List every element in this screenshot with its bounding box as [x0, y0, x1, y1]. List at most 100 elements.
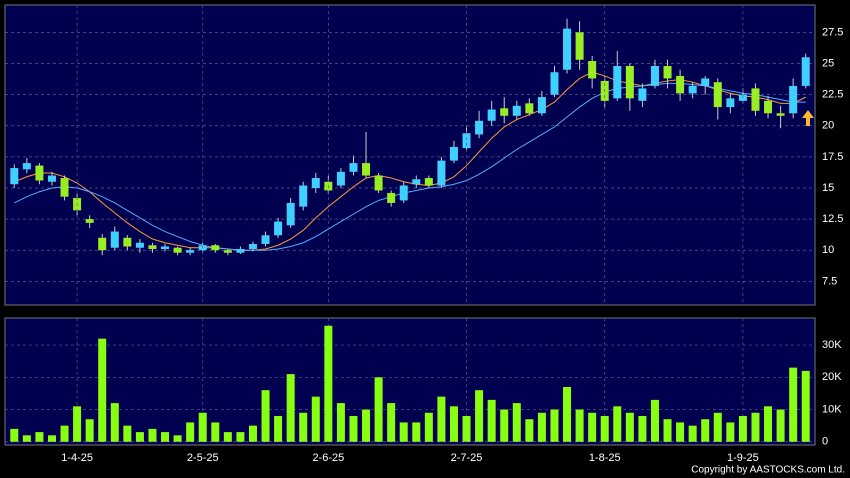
candle-body — [500, 108, 509, 116]
volume-bar — [110, 403, 119, 442]
volume-bar — [512, 403, 521, 442]
candle-body — [135, 242, 144, 248]
candle-body — [399, 185, 408, 201]
candle-body — [475, 120, 484, 135]
volume-bar — [236, 432, 245, 442]
volume-bar — [600, 415, 609, 442]
volume-bar — [537, 412, 546, 442]
x-tick-label: 2-5-25 — [187, 452, 219, 464]
volume-bar — [186, 422, 195, 442]
candle-body — [387, 192, 396, 203]
volume-bar — [575, 409, 584, 442]
volume-bar — [349, 415, 358, 442]
candle-body — [713, 82, 722, 108]
candle-body — [512, 105, 521, 116]
candle-body — [650, 65, 659, 86]
volume-bar — [248, 425, 257, 442]
volume-bar — [211, 422, 220, 442]
candle-body — [776, 113, 785, 116]
volume-bar — [336, 403, 345, 442]
volume-bar — [98, 338, 107, 442]
candle-body — [625, 65, 634, 99]
candle-body — [123, 237, 132, 247]
y-tick-label: 7.5 — [822, 275, 837, 287]
volume-bar — [713, 412, 722, 442]
volume-bar — [387, 403, 396, 442]
candle-body — [35, 165, 44, 181]
candle-body — [336, 171, 345, 186]
volume-bar — [437, 396, 446, 442]
volume-bar — [173, 435, 182, 442]
x-tick-label: 1-4-25 — [61, 452, 93, 464]
candle-body — [211, 245, 220, 251]
candle-body — [85, 219, 94, 223]
candle-body — [751, 88, 760, 111]
volume-bar — [399, 422, 408, 442]
candle-body — [663, 65, 672, 79]
moving-average-line — [14, 71, 806, 251]
candle-body — [161, 246, 170, 249]
candle-body — [173, 247, 182, 253]
y-tick-label: 10 — [822, 244, 834, 256]
y-tick-label: 0 — [822, 436, 828, 448]
volume-bar — [274, 415, 283, 442]
candle-body — [98, 237, 107, 251]
x-tick-label: 1-8-25 — [589, 452, 621, 464]
candle-body — [764, 100, 773, 114]
volume-bar — [776, 409, 785, 442]
candle-body — [801, 57, 810, 86]
volume-bar — [60, 425, 69, 442]
signal-arrow — [802, 110, 814, 126]
y-tick-label: 27.5 — [822, 26, 843, 38]
volume-bar — [161, 432, 170, 442]
volume-bar — [676, 422, 685, 442]
plot-layer: 7.5 10 12.5 15 17.5 20 22.5 25 27.5 0 10K 20K 30K 1-4… — [5, 5, 843, 464]
volume-bar — [638, 415, 647, 442]
volume-bar — [738, 415, 747, 442]
candle-body — [186, 250, 195, 253]
volume-bar — [35, 432, 44, 442]
volume-bar — [286, 374, 295, 442]
candle-body — [236, 248, 245, 253]
volume-bar — [475, 390, 484, 442]
volume-bar — [362, 409, 371, 442]
candle-body — [789, 85, 798, 114]
y-tick-label: 20 — [822, 120, 834, 132]
candle-body — [462, 133, 471, 149]
volume-bar — [550, 409, 559, 442]
volume-bar — [135, 432, 144, 442]
y-tick-label: 30K — [822, 339, 842, 351]
volume-bar — [47, 435, 56, 442]
candle-body — [688, 85, 697, 94]
candle-body — [299, 185, 308, 207]
y-tick-label: 25 — [822, 57, 834, 69]
candle-body — [676, 75, 685, 94]
candle-body — [613, 65, 622, 99]
candle-body — [110, 231, 119, 248]
volume-bar — [487, 399, 496, 442]
volume-bar — [500, 409, 509, 442]
volume-bar — [22, 435, 31, 442]
candle-body — [261, 235, 270, 245]
candle-body — [22, 163, 31, 170]
copyright: Copyright by AASTOCKS.com Ltd. — [691, 465, 845, 476]
candle-body — [588, 61, 597, 79]
volume-bar — [613, 406, 622, 442]
candle-body — [248, 244, 257, 249]
y-tick-label: 10K — [822, 403, 842, 415]
volume-bar — [525, 419, 534, 442]
volume-bar — [726, 422, 735, 442]
candle-body — [362, 163, 371, 176]
x-tick-label: 2-7-25 — [451, 452, 483, 464]
candle-body — [487, 109, 496, 121]
candle-body — [537, 97, 546, 114]
y-tick-label: 12.5 — [822, 213, 843, 225]
volume-bar — [198, 412, 207, 442]
volume-bar — [374, 377, 383, 442]
volume-bar — [751, 412, 760, 442]
volume-bar — [123, 425, 132, 442]
volume-bar — [261, 390, 270, 442]
candle-body — [349, 163, 358, 172]
y-tick-label: 15 — [822, 182, 834, 194]
candle-body — [148, 245, 157, 249]
